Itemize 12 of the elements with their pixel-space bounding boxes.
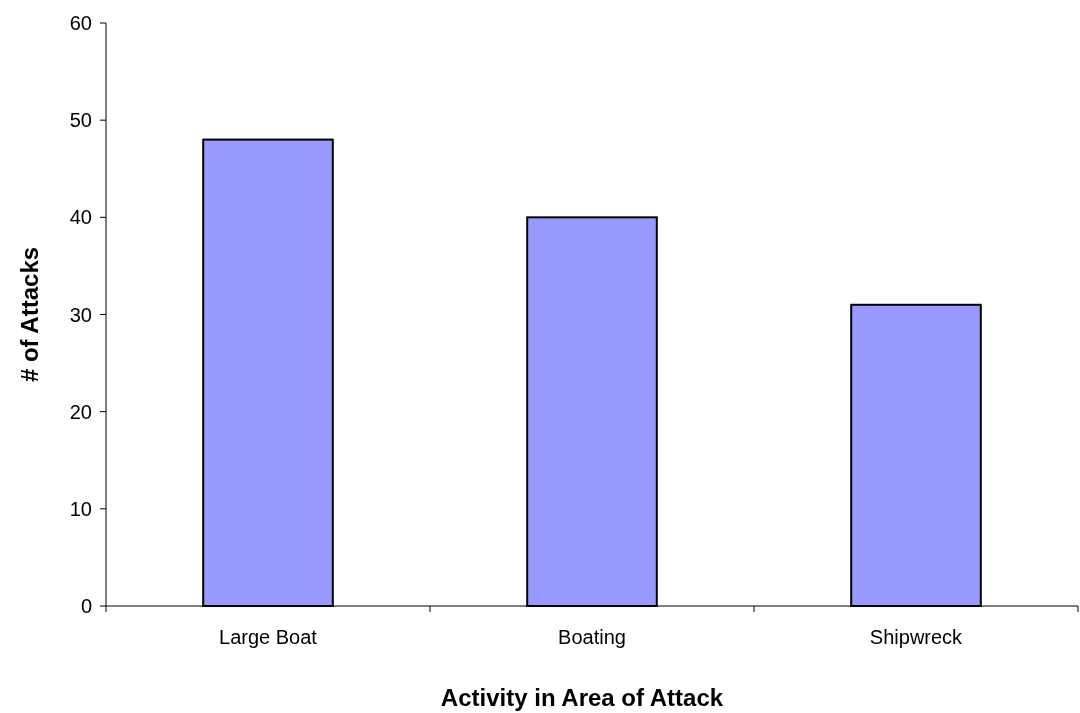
- y-axis-title: # of Attacks: [16, 246, 43, 383]
- y-tick-label: 0: [80, 595, 92, 617]
- y-tick-label: 60: [69, 12, 92, 34]
- y-tick-label: 30: [69, 303, 92, 326]
- y-tick-label: 50: [69, 109, 92, 132]
- y-tick-label: 40: [69, 206, 92, 229]
- x-tick-label: Large Boat: [219, 626, 318, 648]
- x-tick-label: Shipwreck: [869, 626, 964, 648]
- y-tick-label: 20: [69, 400, 92, 423]
- x-tick-label: Boating: [558, 626, 626, 648]
- y-tick-label: 10: [69, 497, 92, 520]
- x-axis-title: Activity in Area of Attack: [440, 684, 724, 711]
